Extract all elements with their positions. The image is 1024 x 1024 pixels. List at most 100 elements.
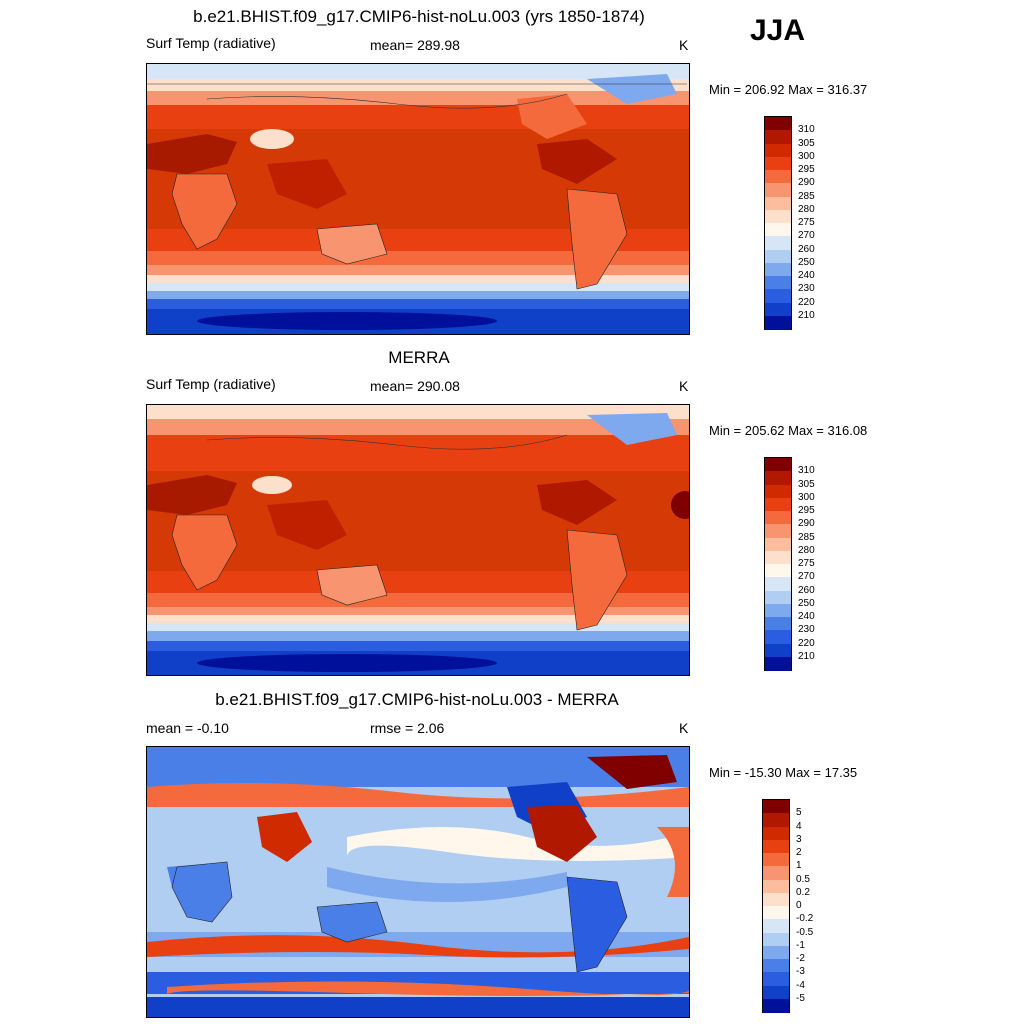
colorbar-box: [765, 276, 791, 290]
colorbar-tick-label: 3: [796, 833, 802, 845]
colorbar-box: [765, 249, 791, 264]
colorbar-box: [765, 183, 791, 197]
colorbar-box: [765, 603, 791, 618]
panel-1-title: b.e21.BHIST.f09_g17.CMIP6-hist-noLu.003 …: [193, 7, 645, 26]
colorbar-box: [763, 866, 789, 880]
colorbar-tick-label: 210: [798, 309, 815, 321]
colorbar-tick-label: 275: [798, 558, 815, 569]
colorbar-tick-label: -3: [796, 966, 805, 978]
colorbar-box: [765, 196, 791, 211]
colorbar-tick-label: 305: [798, 478, 815, 490]
colorbar-box: [765, 209, 791, 224]
colorbar-box: [765, 630, 791, 644]
colorbar-tick-label: 300: [798, 150, 815, 162]
colorbar-box: [765, 537, 791, 552]
panel-2-title: MERRA: [388, 348, 450, 367]
colorbar-box: [763, 959, 789, 973]
season-label: JJA: [750, 14, 806, 47]
colorbar-tick-label: 260: [798, 584, 815, 596]
colorbar-tick-label: 4: [796, 820, 802, 832]
colorbar-box: [763, 879, 789, 894]
colorbar-tick-label: 220: [798, 637, 815, 649]
panel-3-minmax: Min = -15.30 Max = 17.35: [709, 765, 858, 780]
colorbar-tick-label: 290: [798, 177, 815, 189]
colorbar-tick-label: 230: [798, 283, 815, 295]
colorbar-box: [763, 813, 789, 827]
colorbar-box: [763, 853, 789, 867]
colorbar-tick-label: 220: [798, 296, 815, 308]
colorbar-tick-label: -4: [796, 979, 805, 991]
panel-2-minmax: Min = 205.62 Max = 316.08: [709, 423, 868, 438]
panel-3-unit: K: [679, 720, 689, 736]
colorbar-box: [765, 484, 791, 499]
colorbar-tick-label: 1: [796, 860, 802, 872]
colorbar-box: [765, 170, 791, 184]
panel-3-title: b.e21.BHIST.f09_g17.CMIP6-hist-noLu.003 …: [215, 690, 619, 709]
colorbar-tick-label: -0.5: [796, 926, 814, 938]
colorbar-tick-label: 310: [798, 124, 815, 136]
colorbar-box: [765, 577, 791, 591]
colorbar-box: [765, 302, 791, 317]
colorbar-box: [765, 117, 791, 131]
panel-3-map: [146, 746, 690, 1018]
colorbar-tick-label: 300: [798, 491, 815, 503]
colorbar-tick-label: 285: [798, 190, 815, 202]
colorbar-tick-label: -1: [796, 939, 805, 951]
colorbar-box: [763, 826, 789, 841]
colorbar-box: [765, 289, 791, 303]
panel-2-colorbar: [764, 457, 792, 671]
colorbar-tick-label: 305: [798, 137, 815, 149]
colorbar-tick-label: 210: [798, 650, 815, 662]
colorbar-box: [765, 315, 791, 330]
panel-2-variable-label: Surf Temp (radiative): [146, 376, 276, 392]
panel-1-unit: K: [679, 37, 689, 53]
colorbar-tick-label: -0.2: [796, 913, 814, 925]
colorbar-box: [763, 945, 789, 960]
colorbar-box: [765, 617, 791, 631]
colorbar-box: [763, 839, 789, 854]
colorbar-box: [763, 932, 789, 947]
colorbar-tick-label: 240: [798, 611, 815, 622]
colorbar-box: [765, 511, 791, 525]
colorbar-tick-label: 275: [798, 217, 815, 228]
panel-1-mean-label: mean= 289.98: [370, 37, 460, 53]
colorbar-box: [763, 800, 789, 814]
colorbar-tick-label: 285: [798, 531, 815, 543]
colorbar-box: [765, 497, 791, 512]
colorbar-tick-label: 230: [798, 624, 815, 636]
colorbar-box: [763, 998, 789, 1013]
panel-1-map: [146, 63, 690, 335]
colorbar-box: [763, 919, 789, 933]
colorbar-tick-label: 0.2: [796, 886, 810, 898]
colorbar-tick-label: -2: [796, 953, 805, 964]
colorbar-box: [765, 458, 791, 472]
colorbar-box: [763, 892, 789, 907]
colorbar-box: [765, 524, 791, 538]
panel-1-variable-label: Surf Temp (radiative): [146, 35, 276, 51]
colorbar-tick-label: 270: [798, 230, 815, 242]
colorbar-tick-label: 260: [798, 243, 815, 255]
colorbar-tick-label: 0: [796, 900, 802, 911]
colorbar-box: [765, 656, 791, 671]
colorbar-tick-label: 280: [798, 544, 815, 556]
colorbar-tick-label: 290: [798, 518, 815, 530]
colorbar-tick-label: 250: [798, 597, 815, 609]
colorbar-box: [765, 550, 791, 565]
colorbar-tick-label: -5: [796, 992, 805, 1004]
panel-1-colorbar: [764, 116, 792, 330]
colorbar-tick-label: 0.5: [796, 873, 810, 885]
colorbar-box: [763, 985, 789, 1000]
colorbar-tick-label: 2: [796, 847, 802, 858]
colorbar-tick-label: 240: [798, 270, 815, 281]
colorbar-box: [765, 130, 791, 144]
colorbar-tick-label: 250: [798, 256, 815, 268]
colorbar-box: [765, 223, 791, 237]
colorbar-box: [765, 262, 791, 277]
panel-3-rmse-label: rmse = 2.06: [370, 720, 445, 736]
panel-3-colorbar: [762, 799, 790, 1013]
colorbar-box: [765, 590, 791, 605]
colorbar-tick-label: 295: [798, 164, 815, 175]
colorbar-box: [765, 471, 791, 485]
panel-2-unit: K: [679, 378, 689, 394]
panel-2-map: [146, 404, 690, 676]
